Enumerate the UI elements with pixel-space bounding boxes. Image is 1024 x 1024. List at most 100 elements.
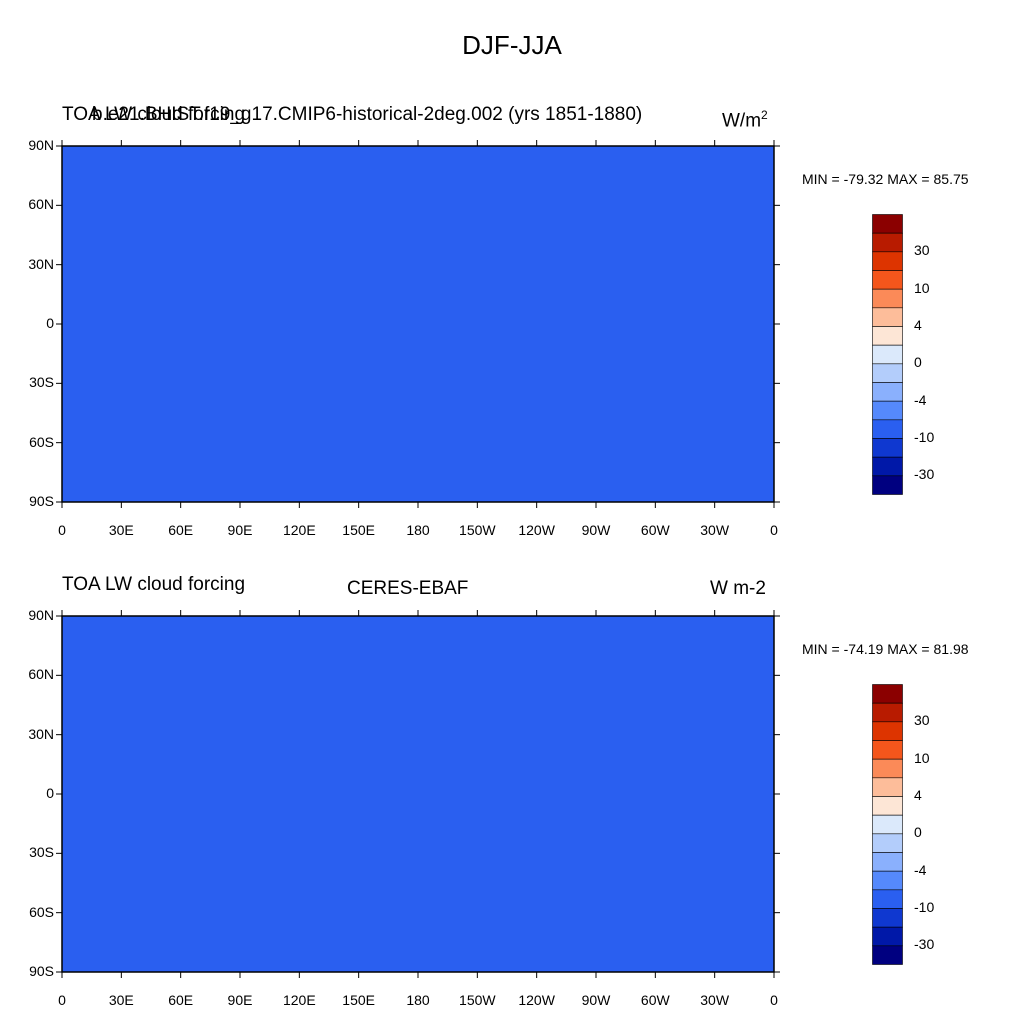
- y-tick-label: 90N: [28, 137, 54, 153]
- colorbar-swatch: [872, 908, 903, 928]
- x-tick-label: 180: [406, 522, 430, 538]
- panel1-units: W/m2: [722, 108, 768, 132]
- colorbar-swatch: [872, 456, 903, 477]
- x-tick-label: 0: [770, 992, 778, 1008]
- x-tick-label: 30W: [700, 522, 730, 538]
- panel1-colorbar: [872, 214, 903, 495]
- y-tick-label: 30N: [28, 255, 54, 272]
- colorbar-label: 10: [914, 279, 930, 296]
- panel2-map: [61, 615, 775, 973]
- y-tick-label: 0: [46, 315, 54, 331]
- colorbar-label: -10: [914, 429, 935, 445]
- panel2-min-max: MIN = -74.19 MAX = 81.98: [802, 641, 969, 657]
- x-tick-label: 120E: [282, 992, 316, 1008]
- colorbar-swatch: [872, 926, 903, 947]
- x-tick-label: 0: [58, 992, 66, 1008]
- colorbar-label: 4: [914, 787, 922, 803]
- panel1-units-sup: 2: [761, 108, 768, 122]
- x-tick-label: 150E: [342, 522, 375, 538]
- colorbar-label: -4: [914, 861, 927, 878]
- colorbar-swatch: [872, 363, 903, 383]
- y-tick-label: 30S: [29, 374, 54, 391]
- x-tick-label: 60E: [168, 992, 194, 1008]
- x-tick-label: 90W: [581, 992, 611, 1008]
- colorbar-swatch: [872, 475, 903, 495]
- x-tick-label: 120W: [518, 522, 555, 538]
- panel2-left-title: TOA LW cloud forcing: [62, 574, 246, 595]
- x-tick-label: 60W: [640, 522, 670, 538]
- colorbar-swatch: [872, 326, 903, 346]
- colorbar-swatch: [872, 777, 903, 797]
- x-tick-label: 30W: [700, 992, 730, 1008]
- colorbar-label: 30: [914, 712, 930, 729]
- colorbar-swatch: [872, 945, 903, 965]
- x-tick-label: 90W: [581, 522, 611, 538]
- colorbar-swatch: [872, 852, 903, 872]
- y-tick-label: 90S: [29, 493, 54, 509]
- x-tick-label: 60E: [168, 522, 194, 538]
- panel1-min-max: MIN = -79.32 MAX = 85.75: [802, 171, 969, 187]
- colorbar-swatch: [872, 814, 903, 835]
- x-tick-label: 90E: [227, 992, 253, 1008]
- y-tick-label: 0: [46, 785, 54, 801]
- colorbar-swatch: [872, 382, 903, 402]
- colorbar-swatch: [872, 288, 903, 309]
- colorbar-label: -30: [914, 936, 935, 953]
- y-tick-label: 90S: [29, 963, 54, 979]
- colorbar-swatch: [872, 758, 903, 779]
- colorbar-swatch: [872, 344, 903, 365]
- figure-title: DJF-JJA: [462, 30, 562, 60]
- colorbar-swatch: [872, 833, 903, 853]
- colorbar-label: 4: [914, 317, 922, 333]
- colorbar-swatch: [872, 400, 903, 421]
- x-tick-label: 120W: [518, 992, 555, 1008]
- colorbar-swatch: [872, 438, 903, 458]
- panel2-colorbar: [872, 684, 903, 965]
- colorbar-label: 30: [914, 242, 930, 259]
- colorbar-label: -10: [914, 899, 935, 915]
- panel2-center-title: CERES-EBAF: [347, 578, 469, 599]
- colorbar-swatch: [872, 270, 903, 290]
- colorbar-swatch: [872, 702, 903, 723]
- x-tick-label: 180: [406, 992, 430, 1008]
- x-tick-label: 60W: [640, 992, 670, 1008]
- x-tick-label: 150W: [459, 992, 496, 1008]
- y-tick-label: 60S: [29, 433, 54, 450]
- y-tick-label: 60N: [28, 196, 54, 213]
- panel1-left-title: TOA LW cloud forcing: [62, 104, 246, 125]
- panel1-map: [61, 145, 775, 503]
- colorbar-swatch: [872, 684, 903, 704]
- colorbar-swatch: [872, 251, 903, 271]
- x-tick-label: 30E: [108, 522, 134, 538]
- colorbar-label: -4: [914, 391, 927, 408]
- x-tick-label: 90E: [227, 522, 253, 538]
- y-tick-label: 60N: [28, 666, 54, 683]
- panel1-units-text: W/m: [722, 110, 762, 132]
- colorbar-swatch: [872, 796, 903, 816]
- x-tick-label: 30E: [108, 992, 134, 1008]
- x-tick-label: 120E: [282, 522, 316, 538]
- colorbar-label: -30: [914, 466, 935, 483]
- x-tick-label: 150E: [342, 992, 375, 1008]
- colorbar-swatch: [872, 232, 903, 253]
- colorbar-swatch: [872, 740, 903, 760]
- colorbar-swatch: [872, 307, 903, 327]
- colorbar-swatch: [872, 721, 903, 741]
- colorbar-swatch: [872, 214, 903, 234]
- colorbar-swatch: [872, 889, 903, 909]
- x-tick-label: 0: [58, 522, 66, 538]
- x-tick-label: 0: [770, 522, 778, 538]
- y-tick-label: 30S: [29, 844, 54, 861]
- colorbar-swatch: [872, 419, 903, 439]
- x-tick-label: 150W: [459, 522, 496, 538]
- colorbar-label: 10: [914, 749, 930, 766]
- panel2-units: W m-2: [710, 578, 766, 599]
- y-tick-label: 90N: [28, 607, 54, 623]
- y-tick-label: 60S: [29, 903, 54, 920]
- colorbar-label: 0: [914, 354, 922, 371]
- y-tick-label: 30N: [28, 725, 54, 742]
- colorbar-label: 0: [914, 824, 922, 841]
- panel1-center-title: b.e21.BHIST.f19_g17.CMIP6-historical-2de…: [92, 104, 643, 125]
- colorbar-swatch: [872, 870, 903, 891]
